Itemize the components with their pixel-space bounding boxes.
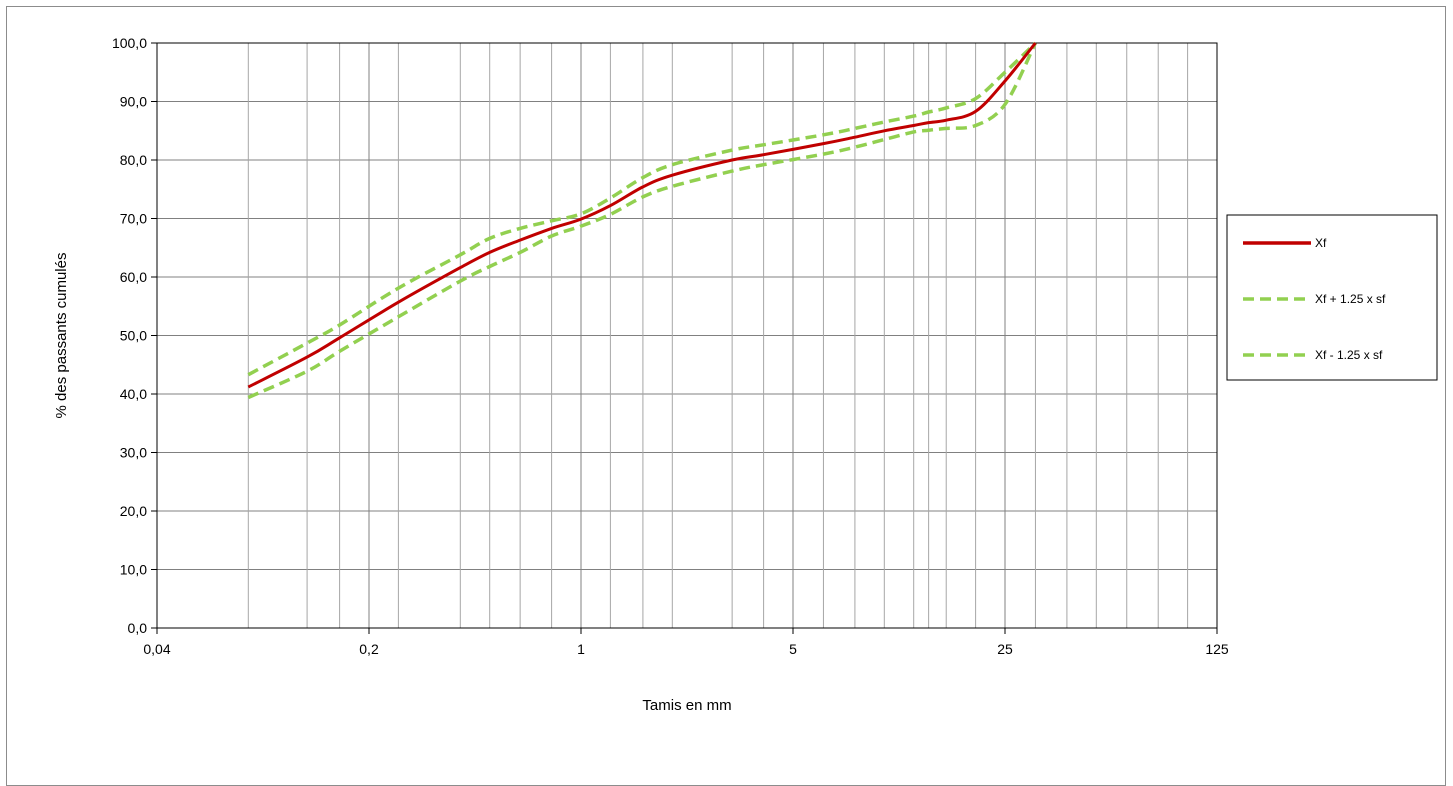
legend-label-2: Xf - 1.25 x sf	[1315, 348, 1383, 362]
legend: Xf Xf + 1.25 x sf Xf - 1.25 x sf	[1226, 214, 1438, 381]
x-tick-label: 125	[1205, 641, 1229, 657]
chart-svg: 0,0 10,0 20,0 30,0 40,0 50,0 60,0 70,0 80,0 90,0 1…	[53, 35, 1438, 714]
y-tick-label: 90,0	[120, 94, 147, 110]
y-tick-label: 0,0	[128, 620, 148, 636]
series-line-2	[247, 42, 1037, 400]
y-tick-label: 80,0	[120, 152, 147, 168]
x-tick-label: 1	[577, 641, 585, 657]
y-tick-label: 70,0	[120, 211, 147, 227]
series-line-1	[247, 41, 1037, 377]
legend-label-1: Xf + 1.25 x sf	[1315, 292, 1386, 306]
y-tick-label: 10,0	[120, 562, 147, 578]
y-axis-title: % des passants cumulés	[53, 253, 70, 419]
x-tick-label: 0,2	[359, 641, 379, 657]
y-tick-label: 40,0	[120, 386, 147, 402]
ticks-layer: 0,0 10,0 20,0 30,0 40,0 50,0 60,0 70,0 80,0 90,0 1…	[112, 35, 1229, 657]
y-tick-label: 50,0	[120, 328, 147, 344]
y-tick-label: 60,0	[120, 269, 147, 285]
legend-label-0: Xf	[1315, 236, 1327, 250]
x-tick-label: 5	[789, 641, 797, 657]
series-layer	[247, 41, 1037, 400]
grid-layer	[156, 42, 1218, 629]
chart-frame	[6, 6, 1446, 786]
y-tick-label: 30,0	[120, 445, 147, 461]
x-tick-label: 25	[997, 641, 1013, 657]
y-tick-label: 20,0	[120, 503, 147, 519]
y-tick-label: 100,0	[112, 35, 147, 51]
x-axis-title: Tamis en mm	[642, 697, 731, 714]
series-line-0	[247, 42, 1037, 389]
x-tick-label: 0,04	[143, 641, 170, 657]
